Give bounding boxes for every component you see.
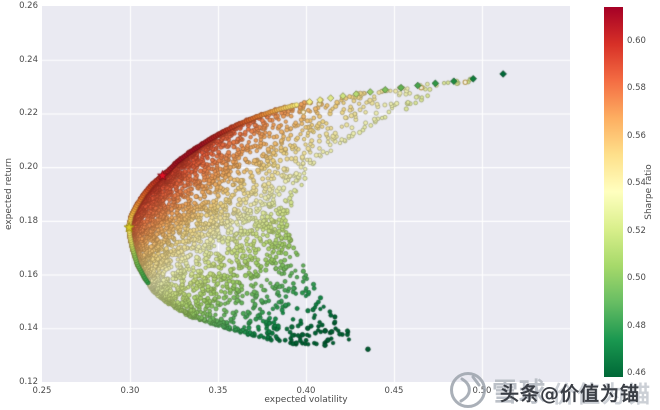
colorbar-label: Sharpe ratio [644, 164, 654, 220]
colorbar-tick-label: 0.56 [627, 130, 646, 141]
colorbar [604, 7, 623, 377]
colorbar-tick-label: 0.52 [627, 225, 646, 236]
colorbar-tick-label: 0.48 [627, 320, 646, 331]
colorbar-tick-label: 0.50 [627, 273, 646, 284]
x-tick-label: 0.30 [120, 386, 140, 396]
y-tick-label: 0.12 [19, 377, 38, 387]
y-tick-label: 0.20 [19, 162, 38, 173]
colorbar-tick-label: 0.58 [627, 83, 646, 94]
y-tick-label: 0.24 [19, 54, 38, 65]
scatter-canvas [42, 6, 570, 382]
x-tick-label: 0.45 [384, 386, 404, 396]
y-tick-label: 0.18 [19, 215, 38, 226]
colorbar-tick-label: 0.46 [627, 368, 646, 379]
x-tick-label: 0.40 [296, 386, 316, 396]
colorbar-tick-label: 0.60 [627, 35, 646, 46]
x-axis-label: expected volatility [264, 395, 348, 405]
x-tick-label: 0.50 [472, 386, 492, 396]
y-tick-label: 0.16 [19, 269, 38, 280]
watermark-dark-text: 头条@价值为锚 [500, 383, 641, 405]
y-tick-label: 0.26 [19, 1, 38, 11]
y-tick-label: 0.14 [19, 323, 38, 334]
x-tick-label: 0.25 [32, 386, 52, 396]
y-tick-label: 0.22 [19, 108, 38, 119]
colorbar-tick-label: 0.54 [627, 178, 646, 189]
y-axis-label: expected return [4, 157, 14, 231]
x-tick-label: 0.35 [208, 386, 228, 396]
